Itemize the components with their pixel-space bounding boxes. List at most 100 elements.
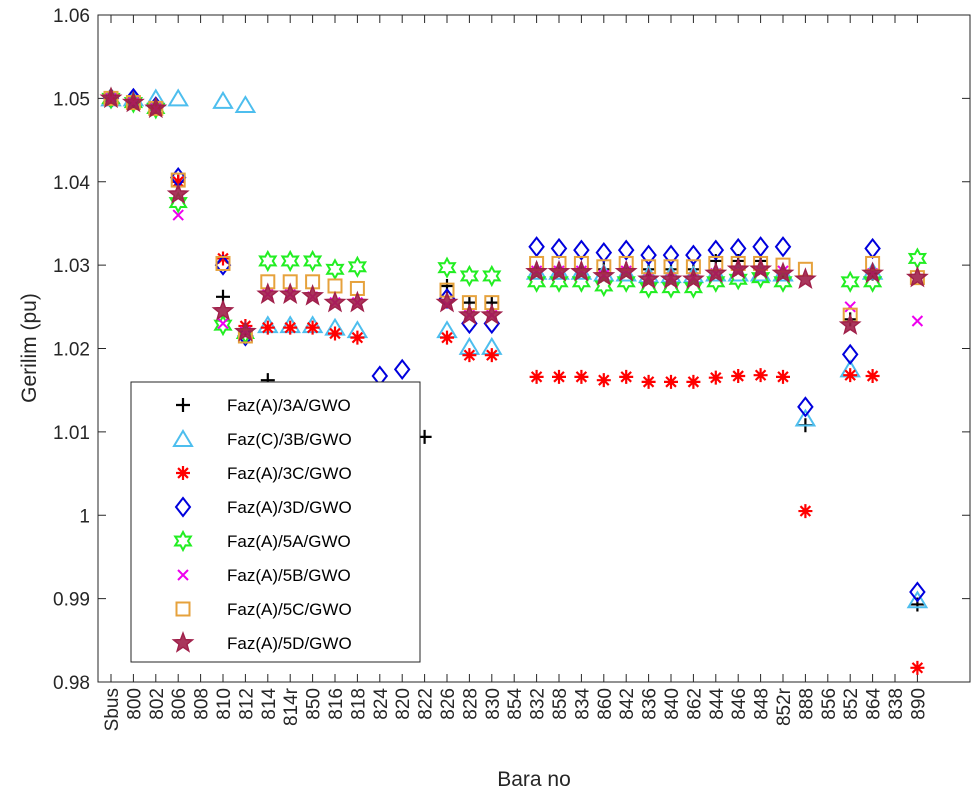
data-point-diamond: [662, 244, 680, 266]
data-point-pentagram: [704, 261, 728, 284]
x-tick-label: 810: [214, 688, 235, 720]
y-tick-label: 1.01: [53, 423, 90, 444]
x-tick-label: 864: [864, 688, 885, 720]
data-point-pentagram: [659, 267, 683, 290]
data-point-pentagram: [435, 290, 459, 313]
data-point-pentagram: [793, 267, 817, 290]
legend-box: [130, 381, 421, 663]
legend-marker-diamond: [174, 496, 192, 518]
x-tick-label: 846: [729, 688, 750, 720]
data-point-hexagram: [168, 191, 188, 214]
x-tick-label: 890: [908, 688, 929, 720]
data-point-hexagram: [123, 91, 144, 114]
data-point-hexagram: [571, 270, 592, 293]
data-points: [99, 86, 929, 675]
data-point-hexagram: [862, 270, 883, 293]
x-tick-label: 822: [416, 688, 437, 720]
data-point-hexagram: [258, 249, 278, 273]
legend: Faz(A)/3A/GWO Faz(C)/3B/GWO Faz(A)/3C/GWO F…: [130, 381, 421, 663]
data-point-pentagram: [592, 263, 616, 286]
legend-label: Faz(A)/5C/GWO: [227, 600, 352, 619]
y-tick-labels: 0.98 0.99 1 1.01 1.02 1.03 1.04 1.05 1.06: [53, 6, 90, 694]
legend-label: Faz(A)/3D/GWO: [227, 498, 352, 517]
legend-marker-asterisk: [176, 466, 190, 480]
data-point-asterisk: [619, 369, 634, 384]
data-point-pentagram: [771, 261, 795, 284]
data-point-triangle: [167, 88, 189, 107]
data-point-diamond: [797, 396, 814, 418]
x-tick-label: Sbus: [102, 688, 123, 731]
data-point-hexagram: [482, 264, 502, 288]
data-point-hexagram: [526, 270, 547, 293]
x-tick-label: 834: [572, 688, 593, 720]
data-point-asterisk: [798, 504, 813, 519]
data-point-hexagram: [661, 276, 681, 299]
x-tick-label: 836: [640, 688, 661, 720]
y-tick-label: 1: [79, 506, 90, 527]
legend-marker-triangle: [172, 429, 194, 447]
data-point-pentagram: [480, 303, 504, 325]
data-point-pentagram: [681, 267, 705, 290]
x-tick-label: 850: [304, 688, 325, 720]
x-tick-label: 832: [528, 688, 549, 720]
data-point-diamond: [573, 239, 590, 261]
x-tick-label: 808: [192, 688, 213, 720]
data-point-asterisk: [552, 369, 566, 384]
data-point-hexagram: [706, 270, 726, 293]
x-tick-label: 844: [707, 688, 728, 720]
data-point-asterisk: [664, 374, 678, 389]
legend-label: Faz(C)/3B/GWO: [227, 430, 352, 449]
data-point-pentagram: [547, 259, 571, 282]
legend-marker-hexagram: [173, 529, 193, 553]
y-tick-label: 1.04: [53, 173, 90, 194]
legend-marker-pentagram: [171, 631, 195, 653]
data-point-asterisk: [843, 368, 858, 383]
x-tick-label: 818: [348, 688, 369, 720]
y-tick-label: 0.99: [53, 590, 90, 611]
data-point-pentagram: [726, 257, 750, 279]
data-point-hexagram: [840, 270, 860, 293]
data-point-pentagram: [457, 303, 481, 325]
data-point-asterisk: [776, 369, 790, 384]
data-point-diamond: [909, 581, 926, 603]
data-point-diamond: [528, 236, 545, 258]
data-point-cross: [172, 209, 184, 221]
legend-label: Faz(A)/5D/GWO: [227, 634, 352, 653]
data-point-triangle: [212, 90, 234, 109]
data-point-pentagram: [749, 257, 773, 279]
axis-ticks: [98, 14, 970, 683]
data-point-asterisk: [440, 330, 454, 345]
x-tick-label: 858: [550, 688, 571, 720]
data-point-asterisk: [910, 660, 925, 675]
data-point-diamond: [595, 241, 613, 264]
data-point-pentagram: [256, 282, 280, 305]
x-tick-label: 828: [460, 688, 481, 720]
data-point-hexagram: [459, 264, 480, 288]
legend-label: Faz(A)/3C/GWO: [227, 464, 352, 483]
x-tick-label: 824: [371, 688, 392, 720]
data-point-hexagram: [616, 270, 636, 293]
legend-label: Faz(A)/3A/GWO: [227, 396, 351, 415]
x-tick-label: 852r: [774, 687, 795, 726]
y-tick-label: 1.05: [53, 89, 90, 110]
x-tick-label: 826: [438, 688, 459, 720]
y-tick-label: 0.98: [53, 673, 90, 694]
data-point-pentagram: [166, 182, 190, 204]
data-point-diamond: [774, 236, 792, 258]
data-point-hexagram: [728, 268, 748, 291]
data-point-asterisk: [529, 369, 544, 384]
data-point-hexagram: [750, 266, 771, 289]
legend-marker-plus: [176, 398, 190, 412]
x-tick-label: 814: [259, 688, 280, 720]
x-tick-label: 856: [819, 688, 840, 720]
x-tick-label: 800: [124, 688, 145, 720]
data-point-hexagram: [146, 97, 166, 120]
y-tick-label: 1.03: [53, 256, 90, 277]
data-point-pentagram: [211, 298, 235, 321]
data-point-cross: [844, 301, 856, 313]
x-tick-label: 802: [147, 688, 168, 720]
data-point-asterisk: [686, 374, 701, 389]
data-point-diamond: [841, 343, 859, 365]
data-point-asterisk: [574, 369, 589, 384]
